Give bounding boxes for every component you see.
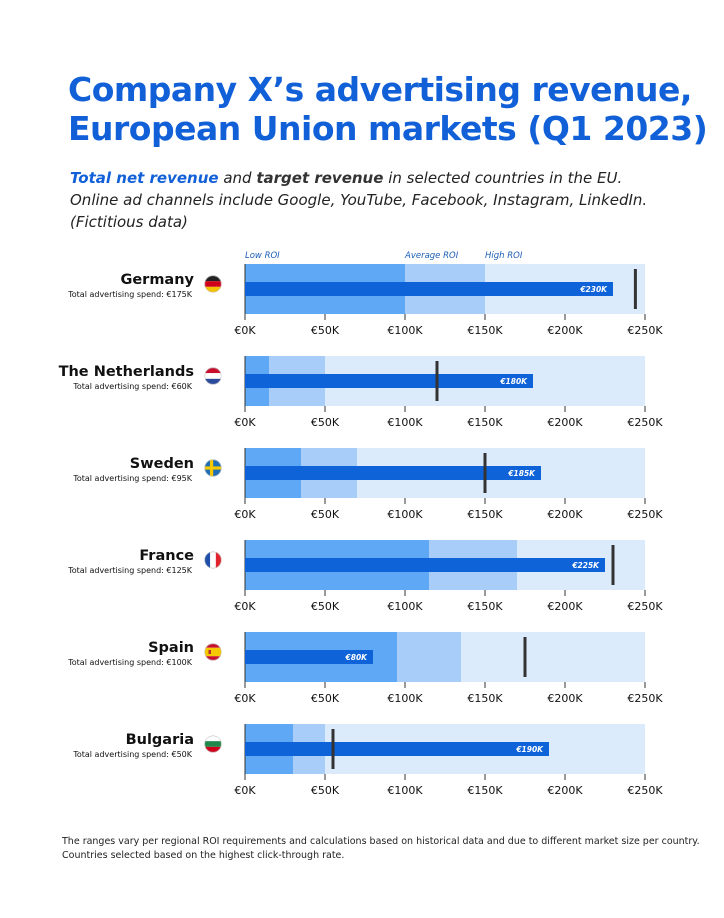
- sweden-spend: Total advertising spend: €95K: [72, 474, 192, 483]
- the-netherlands-target-marker: [435, 361, 439, 401]
- the-netherlands-tick-label-3: €150K: [467, 416, 503, 429]
- sweden-tick-label-5: €250K: [627, 508, 663, 521]
- bulgaria-tick-label-0: €0K: [234, 784, 256, 797]
- spain-tick-label-0: €0K: [234, 692, 256, 705]
- germany-spend: Total advertising spend: €175K: [67, 290, 193, 299]
- legend-target-revenue: target revenue: [256, 169, 384, 187]
- range-label-1: Average ROI: [404, 251, 459, 261]
- germany-target-marker: [633, 269, 637, 309]
- france-tick-label-1: €50K: [311, 600, 340, 613]
- range-label-0: Low ROI: [245, 251, 280, 261]
- bulgaria-tick-label-5: €250K: [627, 784, 663, 797]
- spain-value-bar: [245, 650, 373, 664]
- france-target-marker: [611, 545, 615, 585]
- spain-target-marker: [523, 637, 527, 677]
- the-netherlands-tick-label-4: €200K: [547, 416, 583, 429]
- germany-value-label: €230K: [579, 285, 608, 294]
- the-netherlands-tick-label-0: €0K: [234, 416, 256, 429]
- spain-value-label: €80K: [345, 653, 369, 662]
- netherlands-flag: [204, 367, 222, 385]
- bulgaria-name: Bulgaria: [126, 732, 194, 748]
- spain-spend: Total advertising spend: €100K: [67, 658, 193, 667]
- france-value-label: €225K: [571, 561, 600, 570]
- subtitle-line-1: Total net revenue and target revenue in …: [70, 167, 710, 189]
- sweden-tick-label-2: €100K: [387, 508, 423, 521]
- subtitle-and: and: [223, 169, 252, 187]
- germany-tick-label-2: €100K: [387, 324, 423, 337]
- bulgaria-spend: Total advertising spend: €50K: [72, 750, 192, 759]
- germany-tick-label-1: €50K: [311, 324, 340, 337]
- the-netherlands-tick-label-1: €50K: [311, 416, 340, 429]
- bulgaria-tick-label-1: €50K: [311, 784, 340, 797]
- the-netherlands-name: The Netherlands: [59, 364, 194, 380]
- germany-flag: [204, 275, 222, 293]
- sweden-tick-label-4: €200K: [547, 508, 583, 521]
- the-netherlands-value-bar: [245, 374, 533, 388]
- france-tick-label-5: €250K: [627, 600, 663, 613]
- chart-title: Company X’s advertising revenue, Europea…: [68, 70, 708, 148]
- france-spend: Total advertising spend: €125K: [67, 566, 193, 575]
- bulgaria-tick-label-2: €100K: [387, 784, 423, 797]
- chart-title-line-1: Company X’s advertising revenue,: [68, 70, 692, 109]
- france-tick-label-4: €200K: [547, 600, 583, 613]
- the-netherlands-tick-label-2: €100K: [387, 416, 423, 429]
- bullet-chart: Low ROI Average ROI High ROI €230K €0K €50K €1…: [59, 251, 664, 797]
- bulgaria-value-bar: [245, 742, 549, 756]
- spain-tick-label-5: €250K: [627, 692, 663, 705]
- sweden-name: Sweden: [130, 456, 194, 472]
- subtitle-line-1-rest: in selected countries in the EU.: [388, 169, 623, 187]
- bulgaria-value-label: €190K: [515, 745, 544, 754]
- the-netherlands-spend: Total advertising spend: €60K: [72, 382, 192, 391]
- footnote: The ranges vary per regional ROI require…: [62, 835, 702, 863]
- sweden-tick-label-1: €50K: [311, 508, 340, 521]
- france-name: France: [139, 548, 194, 564]
- legend-total-net-revenue: Total net revenue: [70, 169, 219, 187]
- france-tick-label-3: €150K: [467, 600, 503, 613]
- subtitle-line-2: Online ad channels include Google, YouTu…: [70, 191, 648, 209]
- subtitle-line-3: (Fictitious data): [70, 213, 188, 231]
- bulgaria-target-marker: [331, 729, 335, 769]
- spain-flag: [204, 643, 222, 661]
- bulgaria-tick-label-3: €150K: [467, 784, 503, 797]
- sweden-value-label: €185K: [507, 469, 536, 478]
- sweden-value-bar: [245, 466, 541, 480]
- germany-tick-label-4: €200K: [547, 324, 583, 337]
- france-tick-label-0: €0K: [234, 600, 256, 613]
- chart-title-line-2: European Union markets (Q1 2023): [68, 109, 708, 148]
- france-flag: [204, 551, 222, 569]
- spain-name: Spain: [148, 640, 194, 656]
- the-netherlands-tick-label-5: €250K: [627, 416, 663, 429]
- sweden-tick-label-3: €150K: [467, 508, 503, 521]
- range-label-2: High ROI: [485, 251, 523, 261]
- footnote-line-2: Countries selected based on the highest …: [62, 850, 345, 861]
- germany-tick-label-3: €150K: [467, 324, 503, 337]
- spain-tick-label-3: €150K: [467, 692, 503, 705]
- france-tick-label-2: €100K: [387, 600, 423, 613]
- sweden-target-marker: [483, 453, 487, 493]
- bulgaria-flag: [204, 735, 222, 753]
- sweden-tick-label-0: €0K: [234, 508, 256, 521]
- germany-tick-label-5: €250K: [627, 324, 663, 337]
- chart-subtitle: Total net revenue and target revenue in …: [70, 167, 710, 233]
- the-netherlands-value-label: €180K: [499, 377, 528, 386]
- bulgaria-tick-label-4: €200K: [547, 784, 583, 797]
- germany-tick-label-0: €0K: [234, 324, 256, 337]
- sweden-flag: [204, 459, 222, 477]
- spain-tick-label-1: €50K: [311, 692, 340, 705]
- spain-tick-label-2: €100K: [387, 692, 423, 705]
- france-value-bar: [245, 558, 605, 572]
- footnote-line-1: The ranges vary per regional ROI require…: [62, 836, 700, 847]
- germany-value-bar: [245, 282, 613, 296]
- germany-name: Germany: [120, 272, 194, 288]
- spain-tick-label-4: €200K: [547, 692, 583, 705]
